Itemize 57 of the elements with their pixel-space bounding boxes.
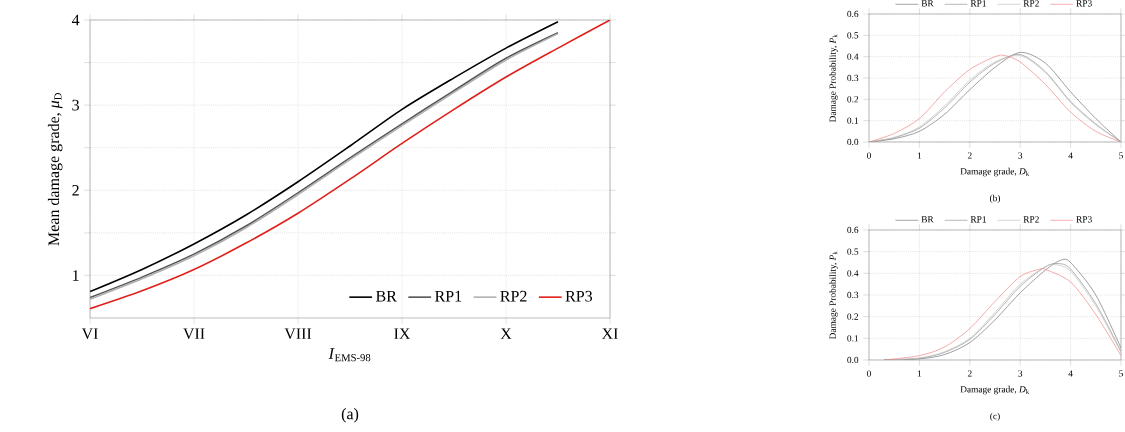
x-tick-label: 1 xyxy=(917,152,922,159)
x-tick-label: IX xyxy=(394,328,411,339)
y-tick-label: 0.1 xyxy=(847,335,859,342)
y-axis-title: Damage Probability, P$_{k}$ xyxy=(829,34,838,123)
legend-label: RP3 xyxy=(1076,0,1092,7)
y-tick-label: 0.4 xyxy=(847,53,859,60)
y-tick-label: 0.5 xyxy=(847,32,859,39)
y-tick-label: 0.6 xyxy=(847,226,859,234)
x-tick-label: 2 xyxy=(967,152,972,159)
text: (b) xyxy=(989,194,1001,204)
legend-label: RP2 xyxy=(500,290,527,302)
x-tick-label: VI xyxy=(81,328,98,340)
legend-label: BR xyxy=(921,0,934,7)
y-axis-title: Mean damage grade, μ$_{D}$ xyxy=(47,93,63,246)
x-tick-label: X xyxy=(500,328,512,339)
y-tick-label: 2 xyxy=(72,184,79,196)
x-tick-label: 4 xyxy=(1068,370,1073,377)
legend-label: BR xyxy=(921,216,934,223)
y-tick-label: 3 xyxy=(72,99,79,111)
x-axis-title: Damage grade, D$_{k}$ xyxy=(960,167,1030,177)
x-axis-title: Damage grade, D$_{k}$ xyxy=(960,385,1030,395)
legend-label: RP2 xyxy=(1023,0,1039,7)
y-tick-label: 0.3 xyxy=(847,74,859,82)
x-tick-label: 0 xyxy=(867,370,871,377)
y-tick-label: 0.0 xyxy=(847,356,859,364)
x-tick-label: 5 xyxy=(1119,370,1123,377)
x-tick-label: 5 xyxy=(1119,152,1123,159)
x-tick-label: XI xyxy=(601,328,618,339)
x-tick-label: 4 xyxy=(1068,152,1073,159)
y-tick-label: 4 xyxy=(71,14,80,26)
y-axis-title: Damage Probability, P$_{k}$ xyxy=(829,251,838,340)
legend-label: RP1 xyxy=(970,0,986,7)
x-tick-label: 0 xyxy=(867,152,871,159)
text: (a) xyxy=(341,408,359,423)
x-tick-label: 3 xyxy=(1018,370,1023,377)
y-tick-label: 0.3 xyxy=(847,291,859,299)
x-tick-label: 2 xyxy=(967,370,972,377)
x-tick-label: VII xyxy=(183,328,205,340)
y-tick-label: 0.0 xyxy=(847,138,859,146)
y-tick-label: 0.5 xyxy=(847,248,859,255)
y-tick-label: 0.2 xyxy=(847,313,859,320)
y-tick-label: 0.1 xyxy=(847,117,859,124)
legend-label: RP2 xyxy=(1023,216,1039,223)
x-tick-label: 3 xyxy=(1018,152,1023,159)
legend-label: BR xyxy=(375,290,397,302)
y-tick-label: 0.6 xyxy=(847,10,859,18)
legend-label: RP3 xyxy=(565,290,593,302)
text: (c) xyxy=(990,412,1000,422)
y-tick-label: 1 xyxy=(73,270,79,281)
x-tick-label: VIII xyxy=(284,328,312,340)
x-tick-label: 1 xyxy=(917,370,922,377)
legend-label: RP3 xyxy=(1076,216,1092,223)
legend-label: RP1 xyxy=(970,216,986,223)
legend-label: RP1 xyxy=(435,290,462,302)
y-tick-label: 0.4 xyxy=(847,270,859,277)
x-axis-title: I$_{EMS-98}$ xyxy=(328,348,371,362)
y-tick-label: 0.2 xyxy=(847,96,859,103)
